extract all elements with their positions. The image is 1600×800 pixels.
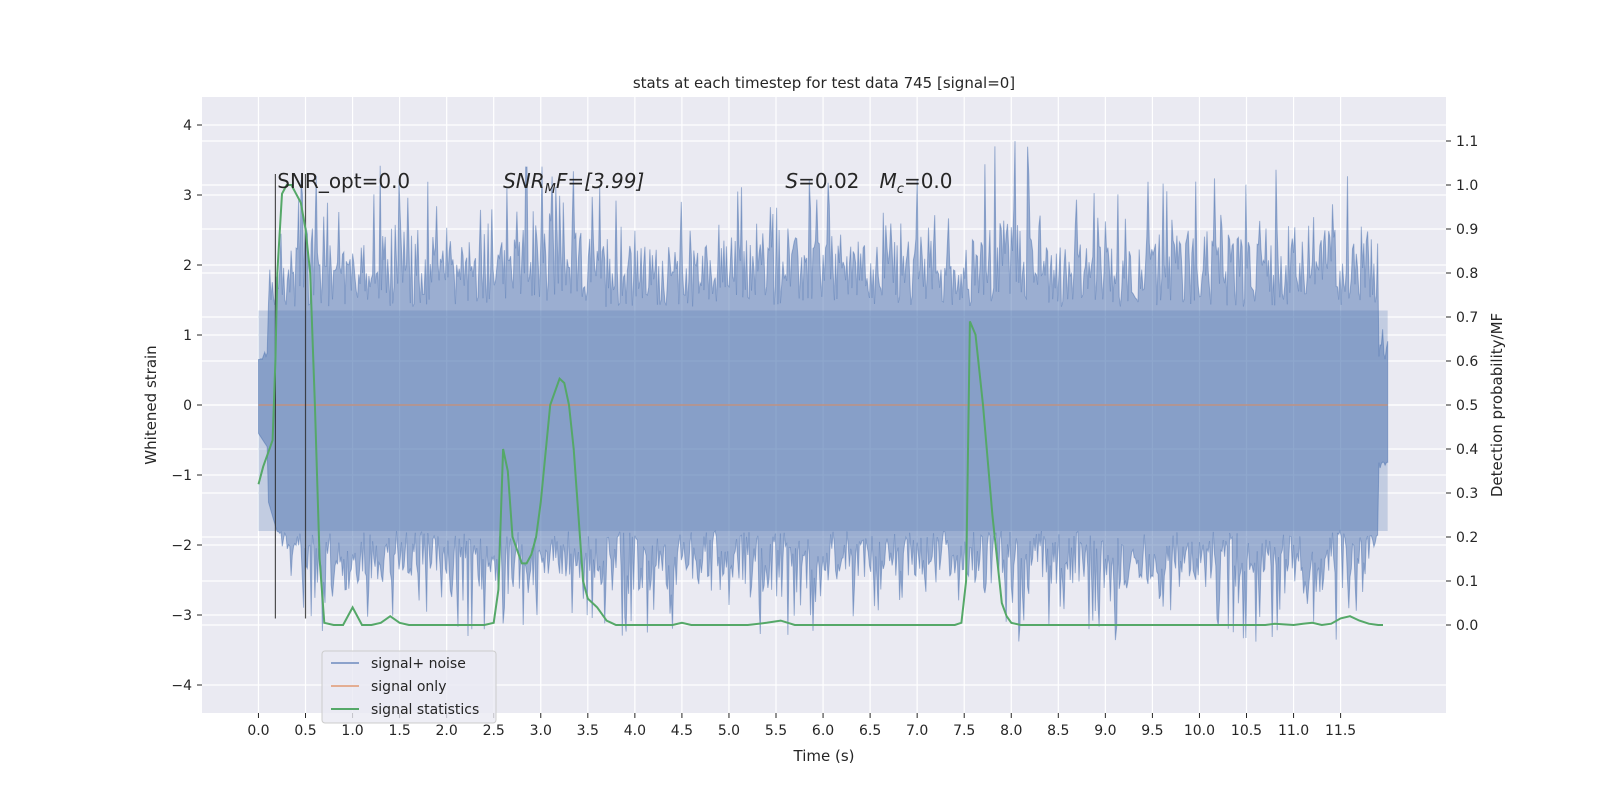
x-tick-label: 8.0 [1000, 723, 1022, 739]
y-left-tick-label: 4 [183, 118, 192, 134]
y-right-axis-label: Detection probability/MF [1488, 313, 1506, 497]
x-tick-label: 2.5 [483, 723, 505, 739]
x-tick-label: 11.0 [1278, 723, 1309, 739]
y-right-tick-label: 0.3 [1456, 486, 1478, 502]
y-right-axis-ticks: 0.0 0.1 0.2 0.3 0.4 0.5 0.6 0.7 0.8 0.9 1.0 1.1 [1446, 134, 1478, 634]
y-right-tick-label: 0.1 [1456, 574, 1478, 590]
y-right-tick-label: 0.6 [1456, 354, 1478, 370]
x-tick-label: 9.5 [1141, 723, 1163, 739]
x-tick-label: 8.5 [1047, 723, 1069, 739]
y-right-tick-label: 1.1 [1456, 134, 1478, 150]
x-tick-label: 4.5 [671, 723, 693, 739]
annotation-text: SNRMF=[3.99] [503, 169, 644, 197]
x-tick-label: 7.0 [906, 723, 928, 739]
chart-title: stats at each timestep for test data 745… [633, 74, 1015, 92]
annotations: SNR_opt=0.0 SNRMF=[3.99] S=0.02 Mc=0.0 [277, 169, 952, 197]
x-tick-label: 11.5 [1325, 723, 1356, 739]
x-tick-label: 1.0 [341, 723, 363, 739]
x-tick-label: 10.0 [1184, 723, 1215, 739]
y-right-tick-label: 0.0 [1456, 618, 1478, 634]
y-left-axis-ticks: −4 −3 −2 −1 0 1 2 3 4 [171, 118, 202, 694]
noise-core-band [258, 310, 1388, 531]
legend: signal+ noise signal only signal statist… [321, 650, 497, 724]
legend-label-signal-noise: signal+ noise [371, 656, 466, 672]
x-tick-label: 1.5 [388, 723, 410, 739]
marker-lines [274, 174, 307, 619]
y-right-tick-label: 0.5 [1456, 398, 1478, 414]
x-tick-label: 5.5 [765, 723, 787, 739]
x-axis-ticks: 0.0 0.5 1.0 1.5 2.0 2.5 3.0 3.5 4.0 4.5 5.0 5.5 6.0 6… [247, 713, 1356, 739]
x-tick-label: 3.5 [577, 723, 599, 739]
annotation-text: SNR_opt=0.0 [277, 169, 410, 193]
y-right-tick-label: 0.8 [1456, 266, 1478, 282]
y-right-tick-label: 1.0 [1456, 178, 1478, 194]
y-left-tick-label: −4 [171, 678, 192, 694]
series-signal-statistics-line [257, 184, 1383, 627]
x-tick-label: 4.0 [624, 723, 646, 739]
y-left-tick-label: −2 [171, 538, 192, 554]
y-left-tick-label: 1 [183, 328, 192, 344]
y-left-axis-label: Whitened strain [142, 345, 160, 464]
series-signal-noise [258, 141, 1389, 642]
legend-box [321, 650, 497, 724]
y-left-tick-label: −3 [171, 608, 192, 624]
y-left-tick-label: −1 [171, 468, 192, 484]
x-axis-label: Time (s) [793, 747, 855, 765]
x-tick-label: 0.0 [247, 723, 269, 739]
y-right-tick-label: 0.7 [1456, 310, 1478, 326]
x-tick-label: 6.5 [859, 723, 881, 739]
x-tick-label: 6.0 [812, 723, 834, 739]
x-tick-label: 5.0 [718, 723, 740, 739]
y-left-tick-label: 3 [183, 188, 192, 204]
y-left-tick-label: 2 [183, 258, 192, 274]
x-tick-label: 7.5 [953, 723, 975, 739]
y-right-tick-label: 0.2 [1456, 530, 1478, 546]
x-tick-label: 3.0 [530, 723, 552, 739]
x-tick-label: 0.5 [294, 723, 316, 739]
x-tick-label: 10.5 [1231, 723, 1262, 739]
x-tick-label: 9.0 [1094, 723, 1116, 739]
y-right-tick-label: 0.9 [1456, 222, 1478, 238]
legend-label-signal-statistics: signal statistics [371, 702, 479, 718]
annotation-text: S=0.02 [785, 169, 859, 193]
y-right-tick-label: 0.4 [1456, 442, 1478, 458]
y-left-tick-label: 0 [183, 398, 192, 414]
noise-envelope [258, 141, 1389, 642]
legend-label-signal-only: signal only [371, 679, 446, 695]
annotation-text: Mc=0.0 [880, 169, 953, 197]
x-tick-label: 2.0 [436, 723, 458, 739]
